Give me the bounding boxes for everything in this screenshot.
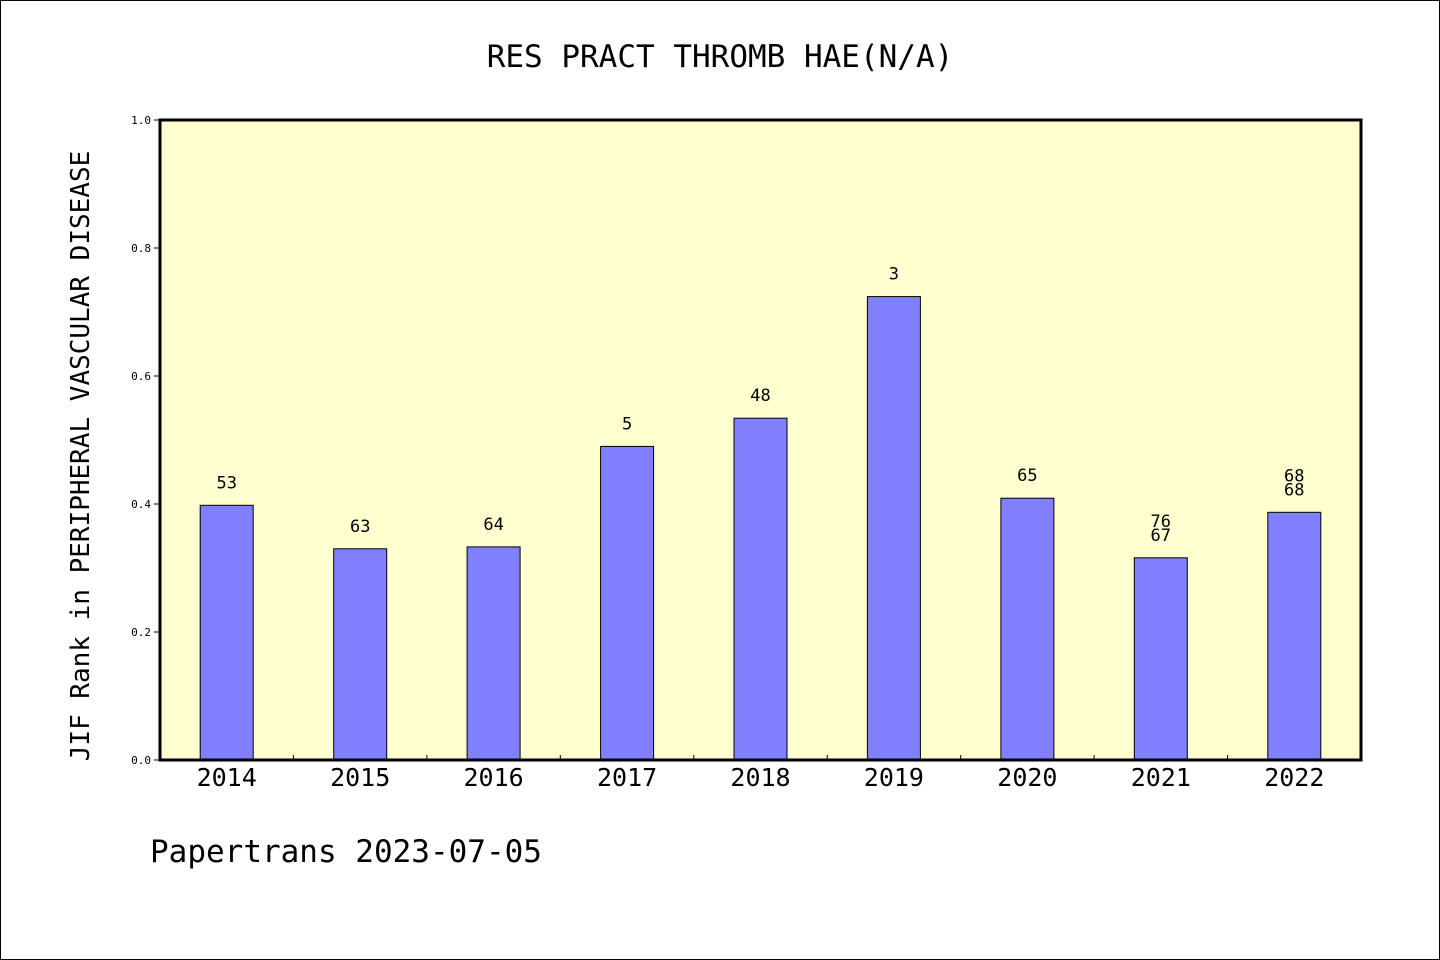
footer-text: Papertrans 2023-07-05 bbox=[150, 834, 542, 870]
y-axis-label: JIF Rank in PERIPHERAL VASCULAR DISEASE bbox=[66, 151, 96, 761]
bar-2019 bbox=[866, 296, 921, 761]
bar-data-label: 68 bbox=[1284, 466, 1304, 486]
bar-2015 bbox=[333, 548, 388, 761]
bar-data-label: 76 bbox=[1151, 512, 1171, 532]
bar-data-label: 64 bbox=[483, 515, 503, 535]
bar-data-label: 3 bbox=[889, 265, 899, 285]
bar-data-label: 67 bbox=[1151, 526, 1171, 546]
x-tick-label: 2019 bbox=[864, 763, 924, 792]
bar-2018 bbox=[733, 417, 788, 761]
bar-2016 bbox=[466, 546, 521, 761]
bar-2022 bbox=[1267, 511, 1322, 761]
bar-data-label: 63 bbox=[350, 517, 370, 537]
x-tick-label: 2014 bbox=[197, 763, 257, 792]
x-tick-label: 2018 bbox=[730, 763, 790, 792]
x-tick-label: 2020 bbox=[997, 763, 1057, 792]
y-tick-label: 0.6 bbox=[131, 370, 151, 383]
x-tick-label: 2021 bbox=[1131, 763, 1191, 792]
bar-data-label: 65 bbox=[1017, 466, 1037, 486]
bar-2020 bbox=[1000, 497, 1055, 761]
x-tick-label: 2022 bbox=[1264, 763, 1324, 792]
bar-data-label: 53 bbox=[216, 473, 236, 493]
bar-2021 bbox=[1133, 557, 1188, 761]
x-tick-label: 2017 bbox=[597, 763, 657, 792]
y-tick-label: 0.2 bbox=[131, 626, 151, 639]
chart-title: RES PRACT THROMB HAE(N/A) bbox=[487, 39, 954, 75]
bar-data-label: 68 bbox=[1284, 480, 1304, 500]
x-tick-label: 2015 bbox=[330, 763, 390, 792]
bar-2017 bbox=[600, 445, 655, 761]
x-axis: 2014 2015 2016 2017 2018 2019 2020 2021 2022 bbox=[197, 755, 1324, 792]
bar-data-label: 48 bbox=[750, 386, 770, 406]
plot-border bbox=[158, 118, 1363, 762]
y-tick-label: 0.4 bbox=[131, 498, 151, 511]
x-tick-label: 2016 bbox=[463, 763, 523, 792]
bar-data-label: 5 bbox=[622, 414, 632, 434]
y-tick-label: 1.0 bbox=[131, 114, 151, 127]
y-axis: 0.0 0.2 0.4 0.6 0.8 1.0 bbox=[131, 114, 160, 767]
y-tick-label: 0.8 bbox=[131, 242, 151, 255]
bar-2014 bbox=[199, 504, 254, 761]
y-tick-label: 0.0 bbox=[131, 754, 151, 767]
